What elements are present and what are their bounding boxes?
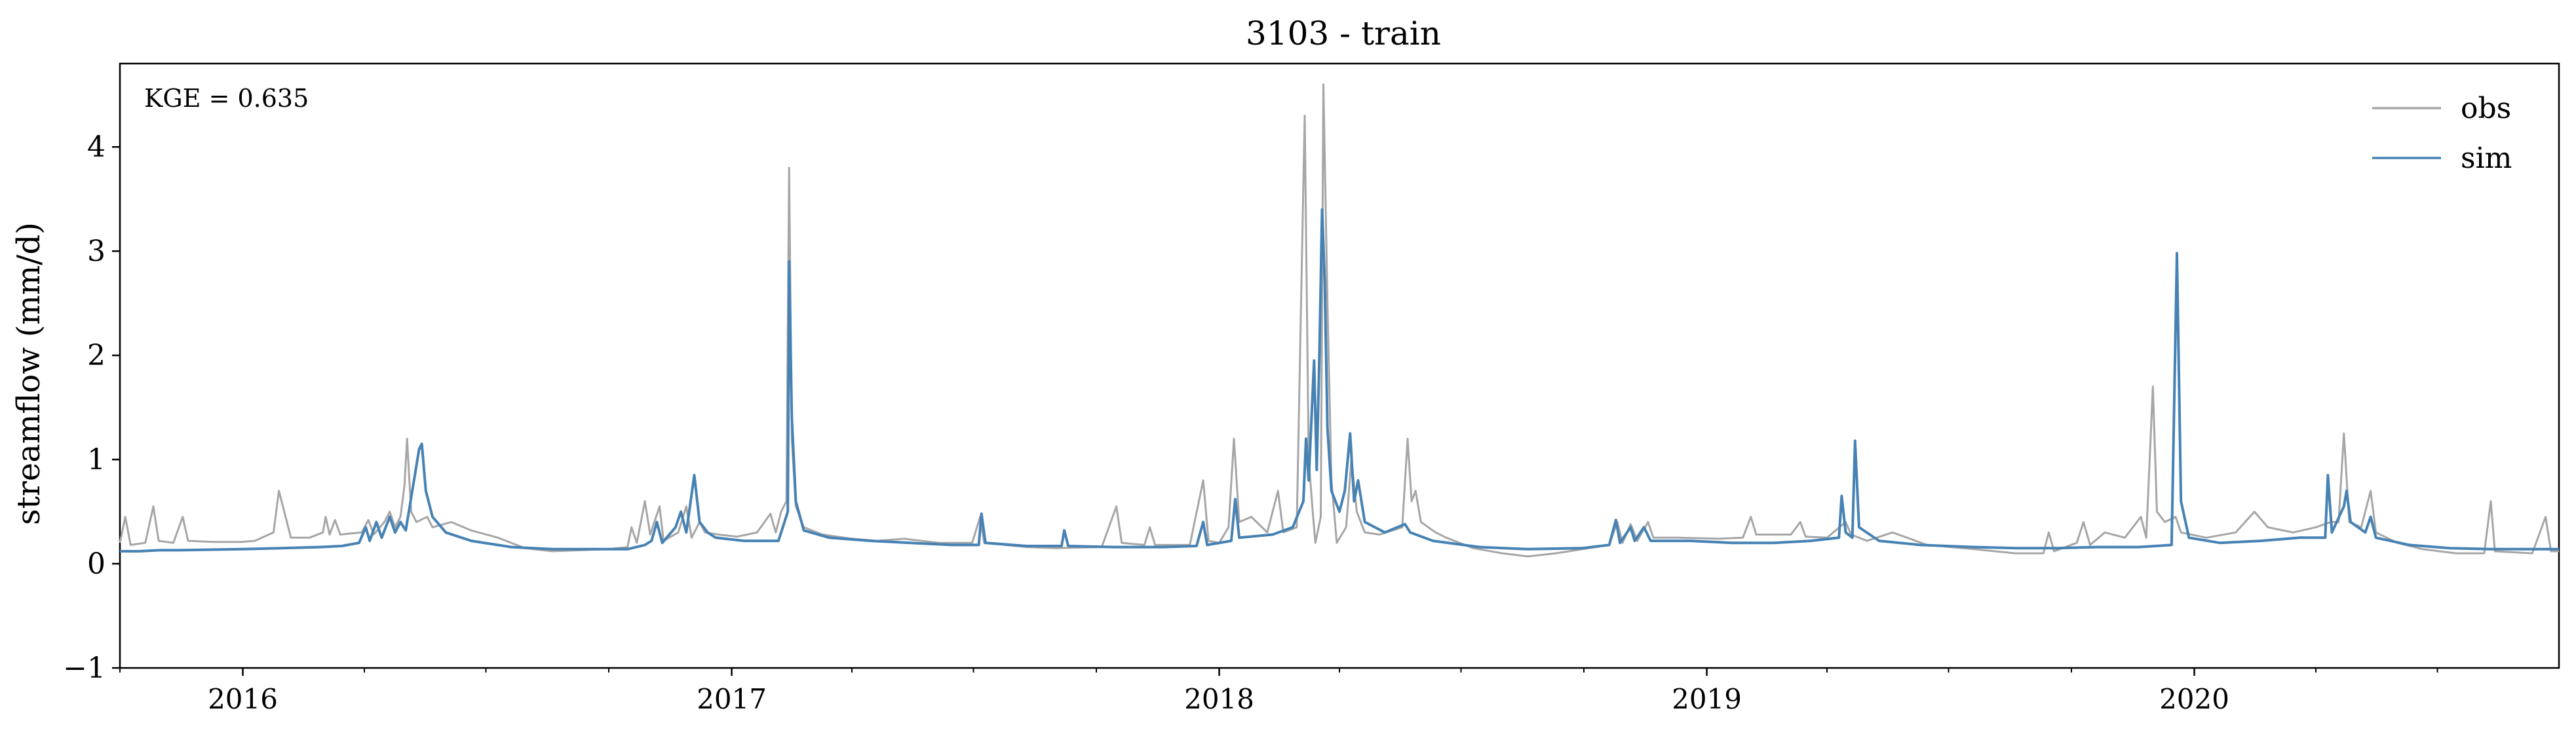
series-layer bbox=[120, 85, 2559, 556]
series-line-obs bbox=[120, 85, 2559, 556]
plot-area: −1 0 1 2 3 4 2016 2017 2018 2019 2020 bbox=[63, 64, 2559, 715]
y-tick-label: −1 bbox=[63, 652, 106, 685]
legend: obs sim bbox=[2372, 92, 2512, 175]
chart-title: 3103 - train bbox=[1246, 14, 1441, 52]
x-tick-label: 2019 bbox=[1672, 683, 1742, 715]
y-axis-ticks: −1 0 1 2 3 4 bbox=[63, 130, 120, 685]
legend-label-sim: sim bbox=[2461, 142, 2512, 175]
kge-annotation: KGE = 0.635 bbox=[144, 84, 309, 113]
x-tick-label: 2016 bbox=[208, 683, 278, 715]
y-tick-label: 3 bbox=[87, 235, 106, 268]
plot-frame bbox=[120, 64, 2559, 668]
y-tick-label: 1 bbox=[87, 443, 106, 477]
y-tick-label: 4 bbox=[87, 130, 106, 164]
y-tick-label: 0 bbox=[87, 547, 106, 581]
y-tick-label: 2 bbox=[87, 339, 106, 372]
y-axis-label: streamflow (mm/d) bbox=[10, 222, 47, 525]
x-tick-label: 2017 bbox=[697, 683, 767, 715]
x-tick-label: 2020 bbox=[2159, 683, 2229, 715]
x-tick-label: 2018 bbox=[1184, 683, 1254, 715]
series-line-sim bbox=[120, 210, 2559, 551]
legend-label-obs: obs bbox=[2461, 92, 2511, 125]
x-axis-ticks: 2016 2017 2018 2019 2020 bbox=[120, 668, 2438, 715]
